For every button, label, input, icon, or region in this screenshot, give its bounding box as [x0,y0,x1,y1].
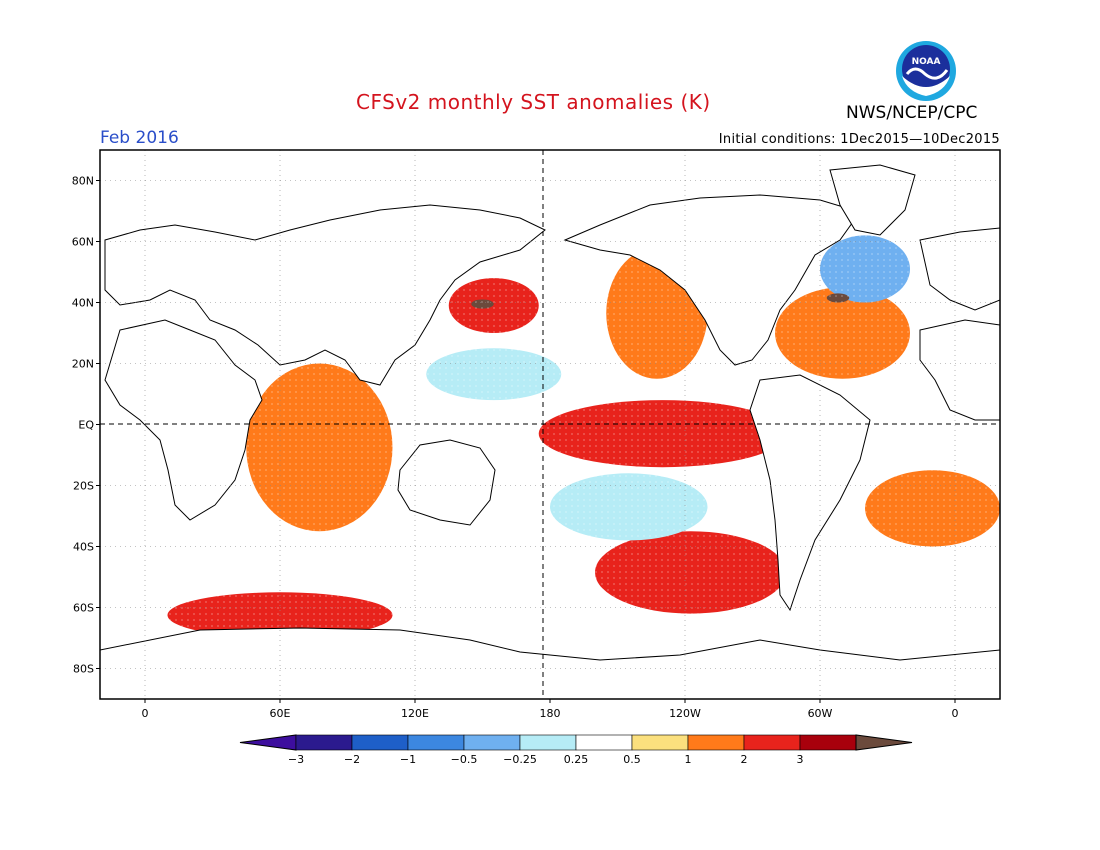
colorbar-label: 1 [685,753,692,766]
colorbar-swatch [351,734,409,751]
lat-tick-label: 60N [72,236,94,249]
noaa-logo-icon: NOAA [896,41,956,101]
anomaly-field [100,150,1000,699]
colorbar-label: −0.5 [451,753,478,766]
colorbar-label: 3 [797,753,804,766]
lon-tick-label: 0 [952,707,959,720]
lon-tick-label: 120E [401,707,429,720]
agency-label: NWS/NCEP/CPC [846,103,978,123]
lat-tick-label: EQ [78,419,94,432]
north-america-land [563,194,861,366]
antarctica-land [100,627,1000,699]
africa-right-land [919,319,1000,421]
chart-title: CFSv2 monthly SST anomalies (K) [356,90,711,114]
europe-right-land [919,227,1000,311]
colorbar-label: 0.5 [623,753,641,766]
colorbar-underflow [239,734,297,751]
lat-tick-label: 20S [73,480,94,493]
initial-conditions: Initial conditions: 1Dec2015—10Dec2015 [718,132,1000,147]
colorbar-label: −0.25 [503,753,537,766]
lat-tick-label: 40N [72,297,94,310]
lon-tick-label: 120W [669,707,701,720]
lon-tick-label: 0 [142,707,149,720]
colorbar-label: 2 [741,753,748,766]
colorbar-swatch [407,734,465,751]
colorbar-swatch [631,734,689,751]
colorbar-swatch [295,734,353,751]
lat-tick-label: 20N [72,358,94,371]
lon-tick-label: 180 [540,707,561,720]
colorbar-swatch [799,734,857,751]
colorbar-label: −1 [400,753,416,766]
axis-ticks: 80N 60N 40N 20N EQ 20S 40S 60S 80S 0 60E 120E 180 120… [72,175,959,721]
colorbar-swatch [687,734,745,751]
colorbar-label: −2 [344,753,360,766]
colorbar-label: −3 [288,753,304,766]
australia-land [397,439,496,526]
lat-tick-label: 40S [73,541,94,554]
land-masks [100,164,1000,699]
eurasia-land [104,204,546,386]
colorbar: −3 −2 −1 −0.5 −0.25 0.25 0.5 1 2 3 [239,734,913,766]
colorbar-label: 0.25 [564,753,589,766]
forecast-month: Feb 2016 [100,128,179,148]
greenland-land [829,164,916,236]
lat-tick-label: 60S [73,602,94,615]
colorbar-swatch [519,734,577,751]
lat-tick-label: 80N [72,175,94,188]
lon-tick-label: 60W [808,707,833,720]
svg-text:NOAA: NOAA [912,57,941,67]
south-america-land [749,374,871,612]
colorbar-swatch [463,734,521,751]
lon-tick-label: 60E [270,707,291,720]
gridlines [100,150,1000,699]
colorbar-swatch [743,734,801,751]
africa-land [104,319,263,521]
lat-tick-label: 80S [73,663,94,676]
colorbar-swatch [575,734,633,751]
colorbar-overflow [855,734,913,751]
